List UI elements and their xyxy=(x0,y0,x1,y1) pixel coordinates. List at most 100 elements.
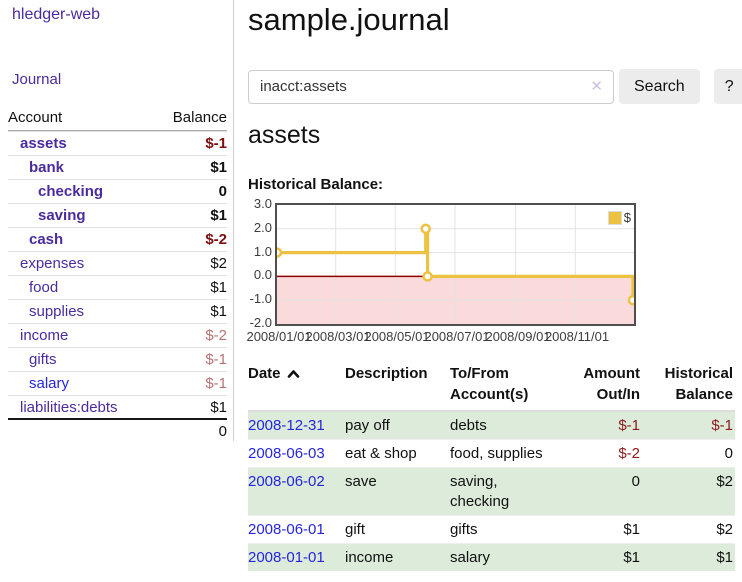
transaction-row: 2008-06-03 eat & shop food, supplies $-2… xyxy=(248,440,735,468)
accounts-table-header: Account Balance xyxy=(8,106,227,131)
accounts-header-account: Account xyxy=(8,109,62,126)
transaction-amount: $1 xyxy=(580,544,642,572)
transaction-description: gift xyxy=(345,516,450,544)
account-balance: $-2 xyxy=(205,231,227,249)
transaction-row: 2008-06-01 gift gifts $1 $2 xyxy=(248,516,735,544)
account-link-cash[interactable]: cash xyxy=(8,231,63,249)
account-row-supplies: supplies $1 xyxy=(8,299,227,323)
x-tick-label: 2008/01/01 xyxy=(246,329,311,344)
transactions-table: Date Description To/From Account(s) Amou… xyxy=(248,361,735,571)
account-link-saving[interactable]: saving xyxy=(8,207,86,225)
account-link-income[interactable]: income xyxy=(8,327,68,345)
account-link-bank[interactable]: bank xyxy=(8,159,64,177)
transaction-amount: $-1 xyxy=(580,411,642,440)
accounts-table: Account Balance assets $-1 bank $1 check… xyxy=(8,106,227,443)
account-balance: $-2 xyxy=(205,327,227,345)
account-row-expenses: expenses $2 xyxy=(8,251,227,275)
account-row-liabilities-debts: liabilities:debts $1 xyxy=(8,395,227,419)
account-row-bank: bank $1 xyxy=(8,155,227,179)
page-title: sample.journal xyxy=(248,2,450,38)
chart-plot-area: $ xyxy=(275,203,636,326)
accounts-header-line2: Account(s) xyxy=(450,384,578,405)
description-header-label: Description xyxy=(345,365,428,382)
chart-legend: $ xyxy=(608,210,631,225)
balance-header-line1: Historical xyxy=(642,363,733,384)
transaction-date-link[interactable]: 2008-12-31 xyxy=(248,417,325,434)
account-row-checking: checking 0 xyxy=(8,179,227,203)
transaction-amount: 0 xyxy=(580,468,642,516)
column-header-amount: Amount Out/In xyxy=(580,361,642,411)
account-row-assets: assets $-1 xyxy=(8,131,227,155)
transactions-header-row: Date Description To/From Account(s) Amou… xyxy=(248,361,735,411)
y-tick-label: -1.0 xyxy=(248,291,272,306)
account-balance: $-1 xyxy=(205,135,227,153)
transaction-description: pay off xyxy=(345,411,450,440)
account-row-gifts: gifts $-1 xyxy=(8,347,227,371)
account-balance: $-1 xyxy=(205,351,227,369)
legend-swatch-icon xyxy=(608,211,622,225)
account-link-liabilities-debts[interactable]: liabilities:debts xyxy=(8,399,118,417)
app-title-link[interactable]: hledger-web xyxy=(12,6,100,24)
sort-ascending-icon xyxy=(287,369,300,378)
account-balance: $1 xyxy=(210,159,227,177)
hledger-web-page: hledger-web Journal Account Balance asse… xyxy=(0,0,742,582)
transaction-row: 2008-12-31 pay off debts $-1 $-1 xyxy=(248,411,735,440)
historical-balance-chart: 3.0 2.0 1.0 0.0 -1.0 -2.0 xyxy=(248,203,735,348)
transaction-date-link[interactable]: 2008-01-01 xyxy=(248,549,325,566)
account-link-checking[interactable]: checking xyxy=(8,183,103,201)
account-row-cash: cash $-2 xyxy=(8,227,227,251)
transaction-accounts: gifts xyxy=(450,516,580,544)
column-header-description: Description xyxy=(345,361,450,411)
y-tick-label: -2.0 xyxy=(248,315,272,330)
sidebar-item-journal[interactable]: Journal xyxy=(12,71,61,88)
account-balance: $-1 xyxy=(205,375,227,393)
column-header-balance: Historical Balance xyxy=(642,361,735,411)
column-header-accounts: To/From Account(s) xyxy=(450,361,580,411)
account-link-salary[interactable]: salary xyxy=(8,375,69,393)
account-row-food: food $1 xyxy=(8,275,227,299)
transaction-balance: 0 xyxy=(642,440,735,468)
transaction-accounts: debts xyxy=(450,411,580,440)
accounts-total-value: 0 xyxy=(219,423,227,440)
transaction-row: 2008-06-02 save saving, checking 0 $2 xyxy=(248,468,735,516)
account-row-saving: saving $1 xyxy=(8,203,227,227)
amount-header-line2: Out/In xyxy=(580,384,640,405)
x-tick-label: 2008/03/01 xyxy=(305,329,370,344)
transaction-amount: $-2 xyxy=(580,440,642,468)
transaction-amount: $1 xyxy=(580,516,642,544)
account-link-expenses[interactable]: expenses xyxy=(8,255,84,273)
account-balance: $1 xyxy=(210,303,227,321)
transaction-description: save xyxy=(345,468,450,516)
date-header-label: Date xyxy=(248,365,281,382)
search-bar: ✕ Search ? xyxy=(248,69,742,104)
account-balance: $1 xyxy=(210,399,227,417)
transaction-row: 2008-01-01 income salary $1 $1 xyxy=(248,544,735,572)
transaction-date-link[interactable]: 2008-06-01 xyxy=(248,521,325,538)
column-header-date[interactable]: Date xyxy=(248,361,345,411)
transaction-date-link[interactable]: 2008-06-03 xyxy=(248,445,325,462)
account-balance: $2 xyxy=(210,255,227,273)
y-tick-label: 2.0 xyxy=(248,220,272,235)
search-button[interactable]: Search xyxy=(619,69,700,104)
transaction-description: income xyxy=(345,544,450,572)
transaction-accounts: salary xyxy=(450,544,580,572)
account-link-supplies[interactable]: supplies xyxy=(8,303,84,321)
accounts-total-row: 0 xyxy=(8,418,227,443)
x-tick-label: 2008/05/01 xyxy=(364,329,429,344)
help-button[interactable]: ? xyxy=(714,69,742,104)
accounts-header-balance: Balance xyxy=(173,109,227,126)
chart-canvas xyxy=(277,205,634,324)
balance-header-line2: Balance xyxy=(642,384,733,405)
y-tick-label: 0.0 xyxy=(248,267,272,282)
account-link-gifts[interactable]: gifts xyxy=(8,351,57,369)
transaction-accounts: food, supplies xyxy=(450,440,580,468)
transaction-date-link[interactable]: 2008-06-02 xyxy=(248,473,325,490)
amount-header-line1: Amount xyxy=(580,363,640,384)
transaction-accounts: saving, checking xyxy=(450,468,580,516)
clear-search-icon[interactable]: ✕ xyxy=(590,78,603,96)
account-link-food[interactable]: food xyxy=(8,279,58,297)
transaction-balance: $2 xyxy=(642,468,735,516)
search-input[interactable] xyxy=(248,70,614,104)
account-link-assets[interactable]: assets xyxy=(8,135,67,153)
y-tick-label: 1.0 xyxy=(248,244,272,259)
